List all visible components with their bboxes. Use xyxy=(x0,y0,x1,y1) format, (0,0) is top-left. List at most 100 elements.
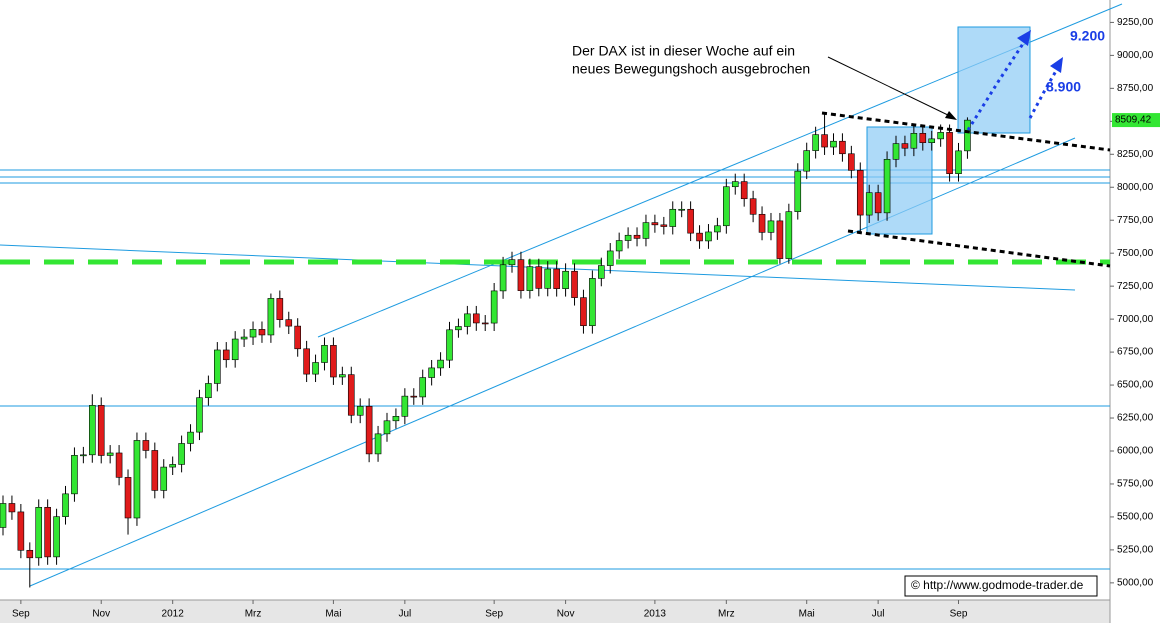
candle-body xyxy=(481,322,489,325)
annotation-text: neues Bewegungshoch ausgebrochen xyxy=(572,61,810,77)
candle-body xyxy=(937,132,944,140)
candle-body xyxy=(785,211,793,259)
candle-body xyxy=(740,181,748,200)
candle-body xyxy=(642,222,650,239)
y-tick-label: 5000,00 xyxy=(1117,577,1154,588)
x-tick-label: Sep xyxy=(12,609,30,620)
y-tick-label: 6000,00 xyxy=(1117,446,1154,457)
y-tick-label: 8250,00 xyxy=(1117,149,1154,160)
candle-body xyxy=(874,192,882,214)
candle-body xyxy=(133,440,141,519)
candle-body xyxy=(821,134,828,148)
candle-body xyxy=(910,133,918,149)
candle-body xyxy=(455,326,462,331)
candle-body xyxy=(464,313,471,327)
target-box xyxy=(957,26,1031,134)
x-tick-label: Nov xyxy=(557,609,575,620)
candle-body xyxy=(856,170,864,216)
candle-body xyxy=(303,348,310,375)
candle-body xyxy=(928,138,936,143)
candle-body xyxy=(571,270,578,298)
y-tick-label: 5750,00 xyxy=(1117,479,1154,490)
candle-body xyxy=(589,278,596,327)
candle-body xyxy=(374,433,382,455)
candle-body xyxy=(53,516,60,558)
candles xyxy=(0,113,971,588)
candle-body xyxy=(553,268,560,289)
candle-body xyxy=(723,186,730,227)
candle-body xyxy=(8,503,16,513)
candle-body xyxy=(392,416,400,422)
annotation-text: Der DAX ist in dieser Woche auf ein xyxy=(572,43,795,59)
candle-body xyxy=(892,143,900,160)
candle-body xyxy=(624,234,632,241)
candle-body xyxy=(214,349,221,384)
candle-body xyxy=(508,259,516,266)
candle-body xyxy=(205,383,212,399)
candle-body xyxy=(544,268,552,289)
y-tick-label: 7500,00 xyxy=(1117,248,1154,259)
candle-body xyxy=(196,397,203,433)
dotted-resistance xyxy=(821,111,1111,152)
y-axis: 5000,00 5250,00 5500,00 5750,00 6000,00 6250,… xyxy=(1110,17,1154,588)
last-price-label: 8509,42 xyxy=(1115,115,1152,126)
candle-body xyxy=(615,240,623,252)
candle-body xyxy=(383,420,391,435)
x-tick-label: Mrz xyxy=(718,609,735,620)
dotted-support xyxy=(847,229,1111,268)
candle-body xyxy=(749,198,757,215)
y-tick-label: 8750,00 xyxy=(1117,83,1154,94)
candle-body xyxy=(258,329,266,336)
candle-body xyxy=(562,270,569,289)
candle-body xyxy=(160,466,168,491)
x-tick-label: Mrz xyxy=(245,609,262,620)
candle-body xyxy=(267,298,275,336)
candle-body xyxy=(294,325,301,350)
y-tick-label: 6750,00 xyxy=(1117,347,1154,358)
candle-body xyxy=(678,208,685,211)
candle-body xyxy=(419,377,427,398)
candle-body xyxy=(758,213,766,233)
candle-body xyxy=(848,153,855,171)
candle-body xyxy=(115,452,123,478)
arrow-head xyxy=(945,111,957,120)
candle-body xyxy=(240,336,248,340)
candle-body xyxy=(347,374,355,416)
target-label: 8.900 xyxy=(1046,79,1081,95)
candle-body xyxy=(428,367,435,378)
candle-body xyxy=(80,454,87,457)
candle-body xyxy=(714,225,721,233)
candle-body xyxy=(187,431,194,444)
target-arrow xyxy=(1028,63,1062,119)
candle-body xyxy=(142,440,150,451)
y-tick-label: 5250,00 xyxy=(1117,545,1154,556)
arrow-head xyxy=(1050,57,1063,73)
candle-body xyxy=(356,405,364,416)
candle-body xyxy=(44,506,51,558)
candle-body xyxy=(964,119,971,152)
target-label: 9.200 xyxy=(1070,28,1105,44)
candle-body xyxy=(285,319,293,327)
candle-body xyxy=(124,477,132,519)
candle-body xyxy=(106,452,114,456)
candle-body xyxy=(321,345,328,363)
candle-body xyxy=(169,464,176,468)
candle-body xyxy=(696,232,703,242)
candle-body xyxy=(26,549,34,559)
candle-body xyxy=(598,265,605,279)
candle-body xyxy=(946,132,953,174)
candle-body xyxy=(330,345,337,378)
annotations: Der DAX ist in dieser Woche auf ein neue… xyxy=(572,28,1111,597)
x-tick-label: Mai xyxy=(799,609,815,620)
candle-body xyxy=(651,222,659,226)
y-tick-label: 6250,00 xyxy=(1117,413,1154,424)
x-axis-strip xyxy=(0,600,1110,623)
candle-body xyxy=(97,405,105,456)
candle-body xyxy=(446,329,453,361)
candle-body xyxy=(776,220,784,259)
candle-body xyxy=(472,313,480,324)
y-tick-label: 7000,00 xyxy=(1117,314,1154,325)
candle-body xyxy=(535,266,543,289)
